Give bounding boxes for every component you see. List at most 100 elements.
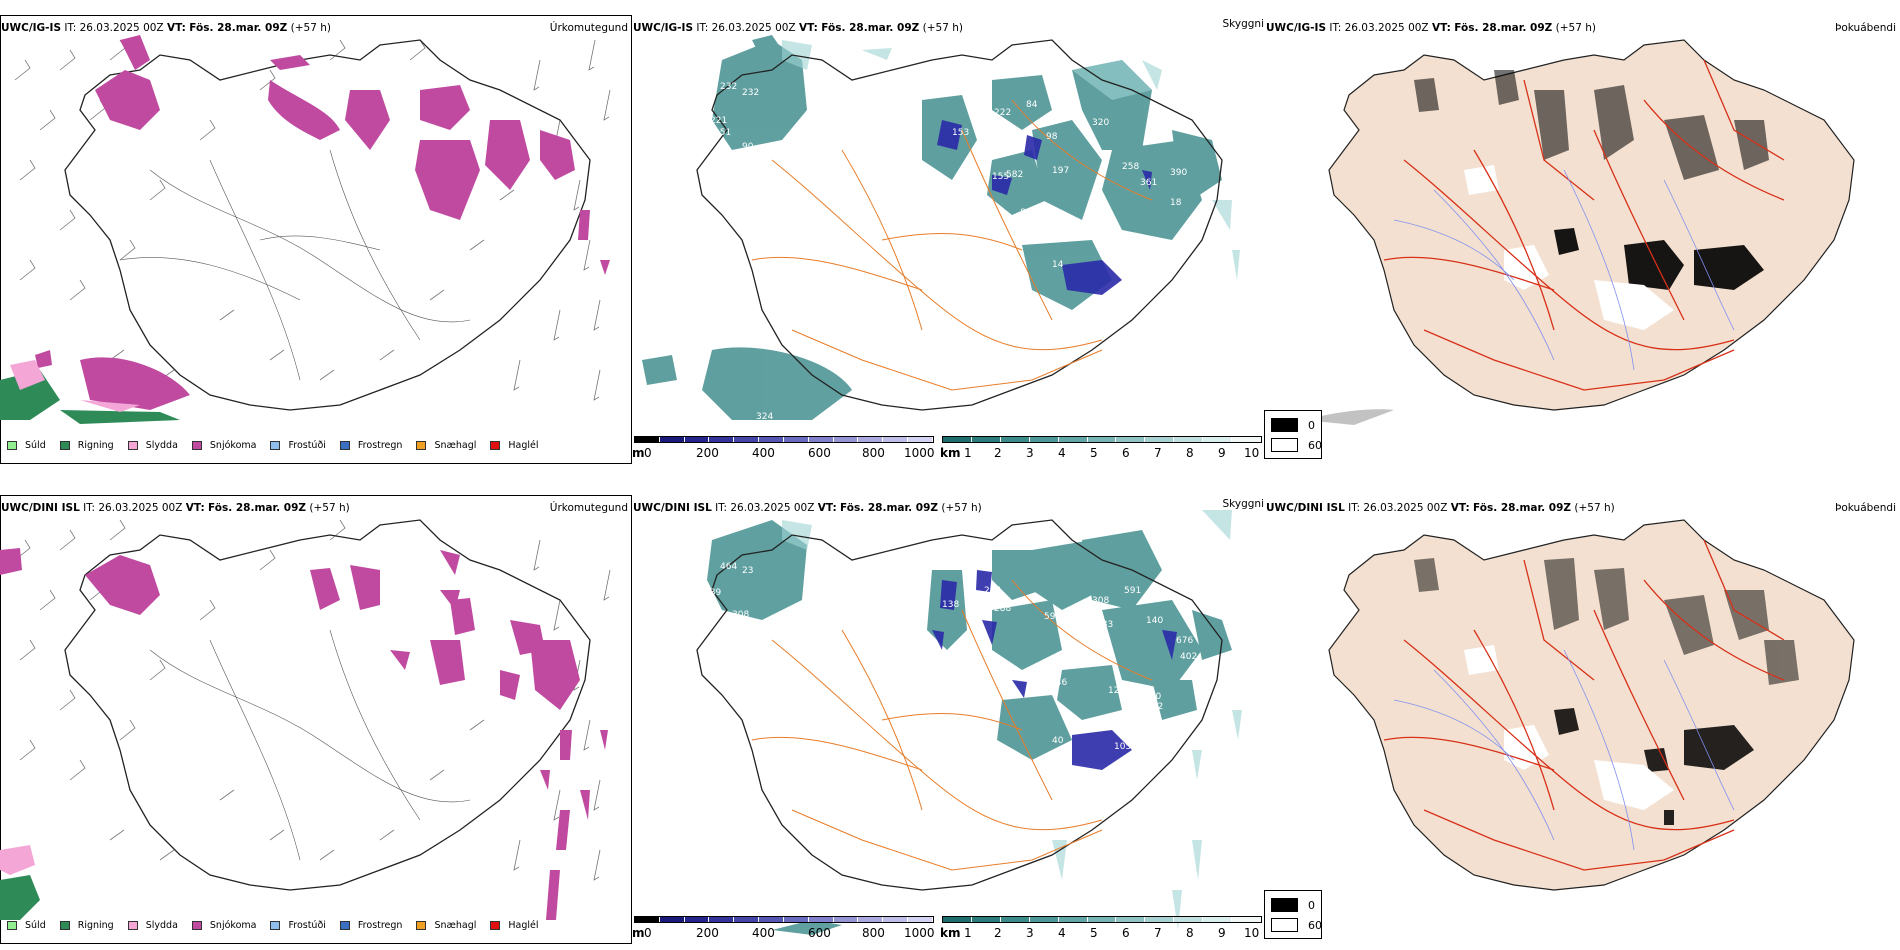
vis-label: 40 bbox=[1052, 736, 1064, 746]
height-unit: m bbox=[632, 446, 645, 460]
vis-label: 105 bbox=[1114, 742, 1132, 752]
vis-tick: 8 bbox=[1186, 446, 1194, 460]
iceland-outline bbox=[696, 519, 1223, 891]
vis-tick: 2 bbox=[994, 446, 1002, 460]
vis-tick: 6 bbox=[1122, 446, 1130, 460]
panel-title-visibility: Skyggni bbox=[1222, 498, 1265, 510]
row2-panel-fog: UWC/DINI ISL IT: 26.03.2025 00Z VT: Fös.… bbox=[1264, 480, 1900, 950]
vis-tick: 3 bbox=[1026, 926, 1034, 940]
vis-label: 138 bbox=[942, 600, 960, 610]
precip-map bbox=[0, 519, 611, 920]
vis-label: 289 bbox=[704, 588, 722, 598]
vis-label: 197 bbox=[1052, 166, 1070, 176]
height-tick: 600 bbox=[808, 446, 831, 460]
vis-label: 146 bbox=[1050, 678, 1068, 688]
fog-swatch bbox=[1271, 438, 1298, 452]
vis-label: 258 bbox=[1122, 162, 1140, 172]
height-tick: 1000 bbox=[904, 446, 935, 460]
vis-label: 155 bbox=[992, 172, 1010, 182]
fog-swatch bbox=[1271, 898, 1298, 912]
vis-label: 324 bbox=[756, 412, 774, 422]
height-tick: 400 bbox=[752, 446, 775, 460]
vis-tick: 7 bbox=[1154, 446, 1162, 460]
fog-swatch bbox=[1271, 418, 1298, 432]
row1-panel-precip-type: UWC/IG-IS IT: 26.03.2025 00Z VT: Fös. 28… bbox=[0, 0, 632, 470]
legend-item: Frostregn bbox=[339, 440, 402, 451]
row1-header: UWC/IG-IS IT: 26.03.2025 00Z VT: Fös. 28… bbox=[1, 22, 331, 34]
legend-swatch bbox=[127, 441, 138, 450]
vis-label: 10 bbox=[1064, 814, 1076, 824]
vis-tick: 7 bbox=[1154, 926, 1162, 940]
vis-label: 140 bbox=[1146, 616, 1164, 626]
legend-swatch bbox=[490, 921, 501, 930]
height-tick: 800 bbox=[862, 926, 885, 940]
fog-legend-item: 60 bbox=[1271, 438, 1322, 452]
row1-panel-visibility: UWC/IG-IS IT: 26.03.2025 00Z VT: Fös. 28… bbox=[632, 0, 1264, 470]
legend-item: Frostúði bbox=[270, 440, 326, 451]
legend-item: Frostúði bbox=[270, 920, 326, 931]
vis-label: 464 bbox=[720, 562, 738, 572]
vis-label: 676 bbox=[1176, 636, 1194, 646]
height-colorbar-strip bbox=[634, 916, 934, 923]
vis-label: 232 bbox=[742, 88, 760, 98]
height-tick: 600 bbox=[808, 926, 831, 940]
legend-item: Snjókoma bbox=[191, 920, 256, 931]
visibility-map bbox=[642, 35, 1240, 420]
legend-item: Súld bbox=[7, 440, 46, 451]
vis-label: 320 bbox=[1092, 118, 1110, 128]
vis-label: 599 bbox=[1044, 612, 1062, 622]
vis-label: 18 bbox=[1170, 198, 1182, 208]
fog-legend-item: 60 bbox=[1271, 918, 1322, 932]
legend-swatch bbox=[191, 441, 202, 450]
vis-label: 42 bbox=[758, 146, 770, 156]
row2-header-right: UWC/DINI ISL IT: 26.03.2025 00Z VT: Fös.… bbox=[1266, 502, 1615, 514]
vis-label: 388 bbox=[1022, 672, 1040, 682]
legend-item: Súld bbox=[7, 920, 46, 931]
visibility-map bbox=[696, 510, 1242, 935]
row1-panel-fog: UWC/IG-IS IT: 26.03.2025 00Z VT: Fös. 28… bbox=[1264, 0, 1900, 470]
legend-swatch bbox=[339, 921, 350, 930]
row2-panel-visibility: UWC/DINI ISL IT: 26.03.2025 00Z VT: Fös.… bbox=[632, 480, 1264, 950]
legend-swatch bbox=[127, 921, 138, 930]
vis-tick: 8 bbox=[1186, 926, 1194, 940]
vis-label: 582 bbox=[1006, 170, 1024, 180]
vis-label: 308 bbox=[732, 610, 750, 620]
legend-swatch bbox=[7, 921, 17, 930]
fog-legend: 0 60 bbox=[1264, 890, 1322, 939]
vis-label: 591 bbox=[1124, 586, 1142, 596]
height-tick: 200 bbox=[696, 446, 719, 460]
height-tick: 0 bbox=[644, 926, 652, 940]
vis-tick: 9 bbox=[1218, 926, 1226, 940]
vis-tick: 6 bbox=[1122, 926, 1130, 940]
fog-legend-item: 0 bbox=[1271, 418, 1315, 432]
legend-item: Slydda bbox=[127, 440, 178, 451]
visibility-colorbar-strip bbox=[942, 916, 1262, 923]
vis-tick: 4 bbox=[1058, 446, 1066, 460]
row1-header-mid: UWC/IG-IS IT: 26.03.2025 00Z VT: Fös. 28… bbox=[633, 22, 963, 34]
legend-item: Haglél bbox=[490, 920, 539, 931]
vis-label: 14 bbox=[1052, 260, 1064, 270]
vis-label: 82 bbox=[1020, 208, 1032, 218]
legend-item: Frostregn bbox=[339, 920, 402, 931]
vis-label: 361 bbox=[1140, 178, 1158, 188]
visibility-colorbar-strip bbox=[942, 436, 1262, 443]
vis-label: 90 bbox=[742, 142, 754, 152]
vis-label: 39 bbox=[1146, 136, 1158, 146]
visibility-colorbar: km 1 2 3 4 5 6 7 8 9 10 bbox=[940, 916, 1262, 946]
vis-label: 23 bbox=[742, 566, 754, 576]
vis-label: 283 bbox=[1140, 726, 1158, 736]
vis-label: 335 bbox=[1098, 238, 1116, 248]
panel-title-precip: Úrkomutegund bbox=[549, 22, 628, 34]
legend-swatch bbox=[7, 441, 17, 450]
legend-item: Snæhagl bbox=[416, 440, 476, 451]
vis-tick: 5 bbox=[1090, 446, 1098, 460]
precip-legend: Súld Rigning Slydda Snjókoma Frostúði Fr… bbox=[7, 920, 553, 931]
height-tick: 400 bbox=[752, 926, 775, 940]
panel-title-fog: Þokuábendi bbox=[1835, 502, 1896, 514]
fog-legend-item: 0 bbox=[1271, 898, 1315, 912]
legend-swatch bbox=[490, 441, 501, 450]
panel-title-visibility: Skyggni bbox=[1222, 18, 1265, 30]
vis-label: 151 bbox=[714, 128, 732, 138]
precip-map bbox=[0, 35, 611, 424]
panel-title-fog: Þokuábendi bbox=[1835, 22, 1896, 34]
